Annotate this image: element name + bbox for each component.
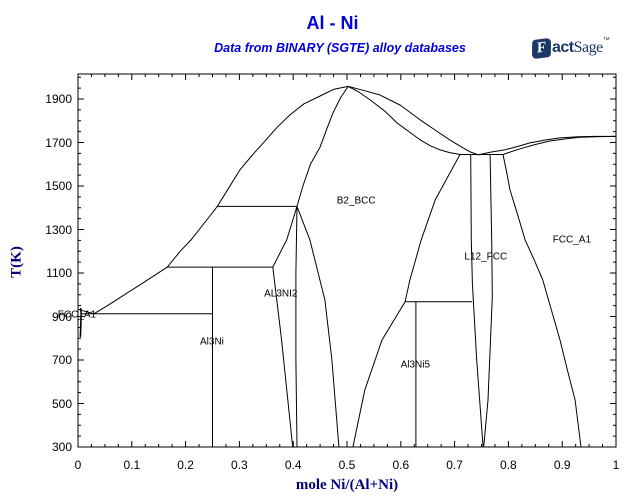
curve-fcc-a1-al-solvus [79,307,82,338]
curve-fcc-solidus-right [502,135,617,155]
curve-liquidus-left-of-peak [93,85,349,315]
curve-b2-solvus-right [352,154,461,448]
curve-al3ni2-right-boundary [295,205,298,448]
plot-frame [77,73,617,448]
curve-liquidus-right-of-peak [347,85,617,156]
curve-l12-right-boundary [483,154,493,448]
curve-b2-solidus-left [296,85,349,207]
factsage-logo-sage: Sage [573,39,604,56]
curve-fcc-solvus-right-side [502,154,582,448]
x-axis-title: mole Ni/(Al+Ni) [295,477,399,493]
chart-title: Al - Ni [306,13,359,33]
factsage-logo: F act Sage ™ [531,36,610,60]
chart-subtitle: Data from BINARY (SGTE) alloy databases [214,41,466,55]
curve-b2-solidus-right [347,85,461,155]
curve-al3ni2-left-boundary [272,205,298,448]
curve-b2-solvus-left [296,205,340,448]
trademark-symbol: ™ [602,37,610,44]
factsage-logo-act: act [552,39,574,56]
curve-l12-left-boundary [470,154,484,448]
